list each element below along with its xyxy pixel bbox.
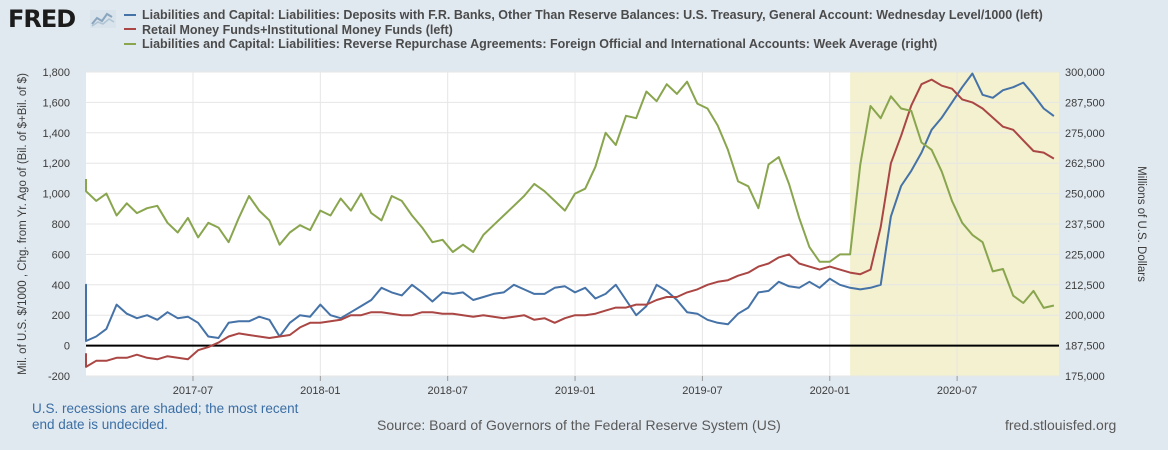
series-line-money-funds	[85, 78, 1055, 368]
legend-swatch-money-funds	[124, 28, 136, 31]
right-tick-label: 187,500	[1065, 341, 1105, 353]
left-tick-label: 600	[52, 249, 70, 261]
left-tick-label: 1,000	[42, 189, 70, 201]
legend-item-money-funds: Retail Money Funds+Institutional Money F…	[124, 23, 1043, 38]
x-tick-label: 2020-01	[810, 385, 850, 397]
left-tick-label: 1,800	[42, 67, 70, 79]
legend: Liabilities and Capital: Liabilities: De…	[124, 8, 1043, 52]
left-axis-title: Mil. of U.S. $/1000 , Chg. from Yr. Ago …	[17, 73, 29, 375]
right-tick-label: 225,000	[1065, 249, 1105, 261]
right-axis-title: Millions of U.S. Dollars	[1135, 166, 1147, 282]
series-group	[85, 72, 1055, 368]
x-tick-label: 2019-01	[555, 385, 595, 397]
right-tick-label: 262,500	[1065, 158, 1105, 170]
right-tick-label: 300,000	[1065, 67, 1105, 79]
left-tick-label: 400	[52, 280, 70, 292]
legend-label-treasury: Liabilities and Capital: Liabilities: De…	[142, 8, 1043, 22]
legend-swatch-reverse-repo	[124, 42, 136, 45]
logo-text: FRED	[8, 5, 76, 33]
x-tick-label: 2019-07	[682, 385, 722, 397]
right-tick-label: 175,000	[1065, 371, 1105, 383]
series-line-treasury	[85, 72, 1055, 342]
left-tick-label: -200	[48, 371, 70, 383]
series-line-reverse-repo	[85, 80, 1055, 309]
source-credit: Source: Board of Governors of the Federa…	[377, 417, 781, 433]
footnote-line-2: end date is undecided.	[32, 417, 168, 432]
legend-label-money-funds: Retail Money Funds+Institutional Money F…	[142, 22, 453, 37]
left-tick-label: 0	[64, 341, 70, 353]
right-tick-label: 212,500	[1065, 280, 1105, 292]
left-tick-label: 1,200	[42, 158, 70, 170]
x-axis: 2017-07 2018-01 2018-07 2019-01 2019-07 2020-…	[173, 376, 977, 397]
x-tick-label: 2018-01	[300, 385, 340, 397]
right-tick-label: 200,000	[1065, 310, 1105, 322]
footnote-line-1: U.S. recessions are shaded; the most rec…	[32, 401, 299, 416]
chart-line-icon	[90, 10, 116, 28]
left-tick-label: 1,600	[42, 97, 70, 109]
right-tick-label: 237,500	[1065, 219, 1105, 231]
legend-swatch-treasury	[124, 13, 136, 16]
right-axis: 175,000 187,500 200,000 212,500 225,000 237,5…	[1065, 67, 1105, 383]
site-link[interactable]: fred.stlouisfed.org	[1005, 417, 1117, 433]
x-tick-label: 2020-07	[937, 385, 977, 397]
right-tick-label: 250,000	[1065, 189, 1105, 201]
left-axis: -200 0 200 400 600 800 1,000 1,200 1,400 1,600 1,8…	[42, 67, 70, 383]
right-tick-label: 275,000	[1065, 128, 1105, 140]
x-tick-label: 2018-07	[428, 385, 468, 397]
recession-footnote: U.S. recessions are shaded; the most rec…	[32, 401, 298, 433]
right-tick-label: 287,500	[1065, 97, 1105, 109]
fred-logo[interactable]: FRED	[8, 4, 116, 34]
left-tick-label: 800	[52, 219, 70, 231]
legend-label-reverse-repo: Liabilities and Capital: Liabilities: Re…	[142, 37, 938, 51]
left-tick-label: 1,400	[42, 128, 70, 140]
legend-item-treasury: Liabilities and Capital: Liabilities: De…	[124, 8, 1043, 23]
left-tick-label: 200	[52, 310, 70, 322]
x-tick-label: 2017-07	[173, 385, 213, 397]
legend-item-reverse-repo: Liabilities and Capital: Liabilities: Re…	[124, 37, 1043, 52]
